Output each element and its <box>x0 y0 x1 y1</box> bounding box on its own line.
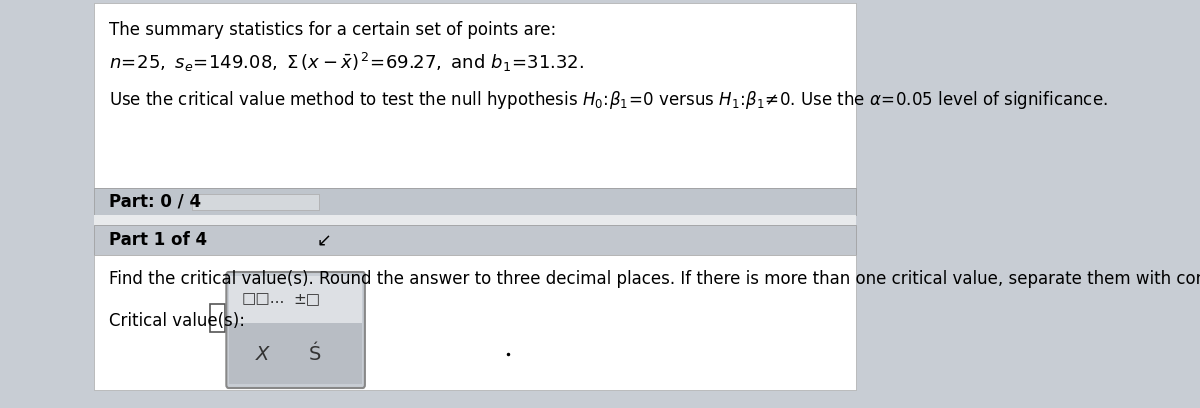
Bar <box>95 215 856 225</box>
Text: Find the critical value(s). Round the answer to three decimal places. If there i: Find the critical value(s). Round the an… <box>109 270 1200 288</box>
Text: ↗: ↗ <box>312 229 328 247</box>
Text: Use the critical value method to test the null hypothesis $H_0\!:\!\beta_1\!=\!0: Use the critical value method to test th… <box>109 89 1108 111</box>
FancyBboxPatch shape <box>227 272 365 388</box>
Bar <box>95 255 856 390</box>
Bar <box>210 304 224 332</box>
Text: X: X <box>256 344 270 364</box>
Text: Part 1 of 4: Part 1 of 4 <box>109 231 206 249</box>
Bar <box>229 276 362 323</box>
Bar <box>229 323 362 384</box>
Text: ±□: ±□ <box>294 291 320 306</box>
Text: Part: 0 / 4: Part: 0 / 4 <box>109 193 200 211</box>
Bar <box>95 188 856 215</box>
Text: Ś: Ś <box>308 344 320 364</box>
Bar <box>192 193 319 209</box>
Text: $n\!=\!25,\ s_e\!=\!149.08,\ \Sigma\,(x-\bar{x})^{\,2}\!=\!69.27,\ \mathrm{and}\: $n\!=\!25,\ s_e\!=\!149.08,\ \Sigma\,(x-… <box>109 51 584 74</box>
Text: Critical value(s):: Critical value(s): <box>109 312 245 330</box>
Text: The summary statistics for a certain set of points are:: The summary statistics for a certain set… <box>109 21 556 39</box>
Bar <box>95 3 856 188</box>
Text: □□...: □□... <box>241 291 284 306</box>
Bar <box>95 225 856 255</box>
